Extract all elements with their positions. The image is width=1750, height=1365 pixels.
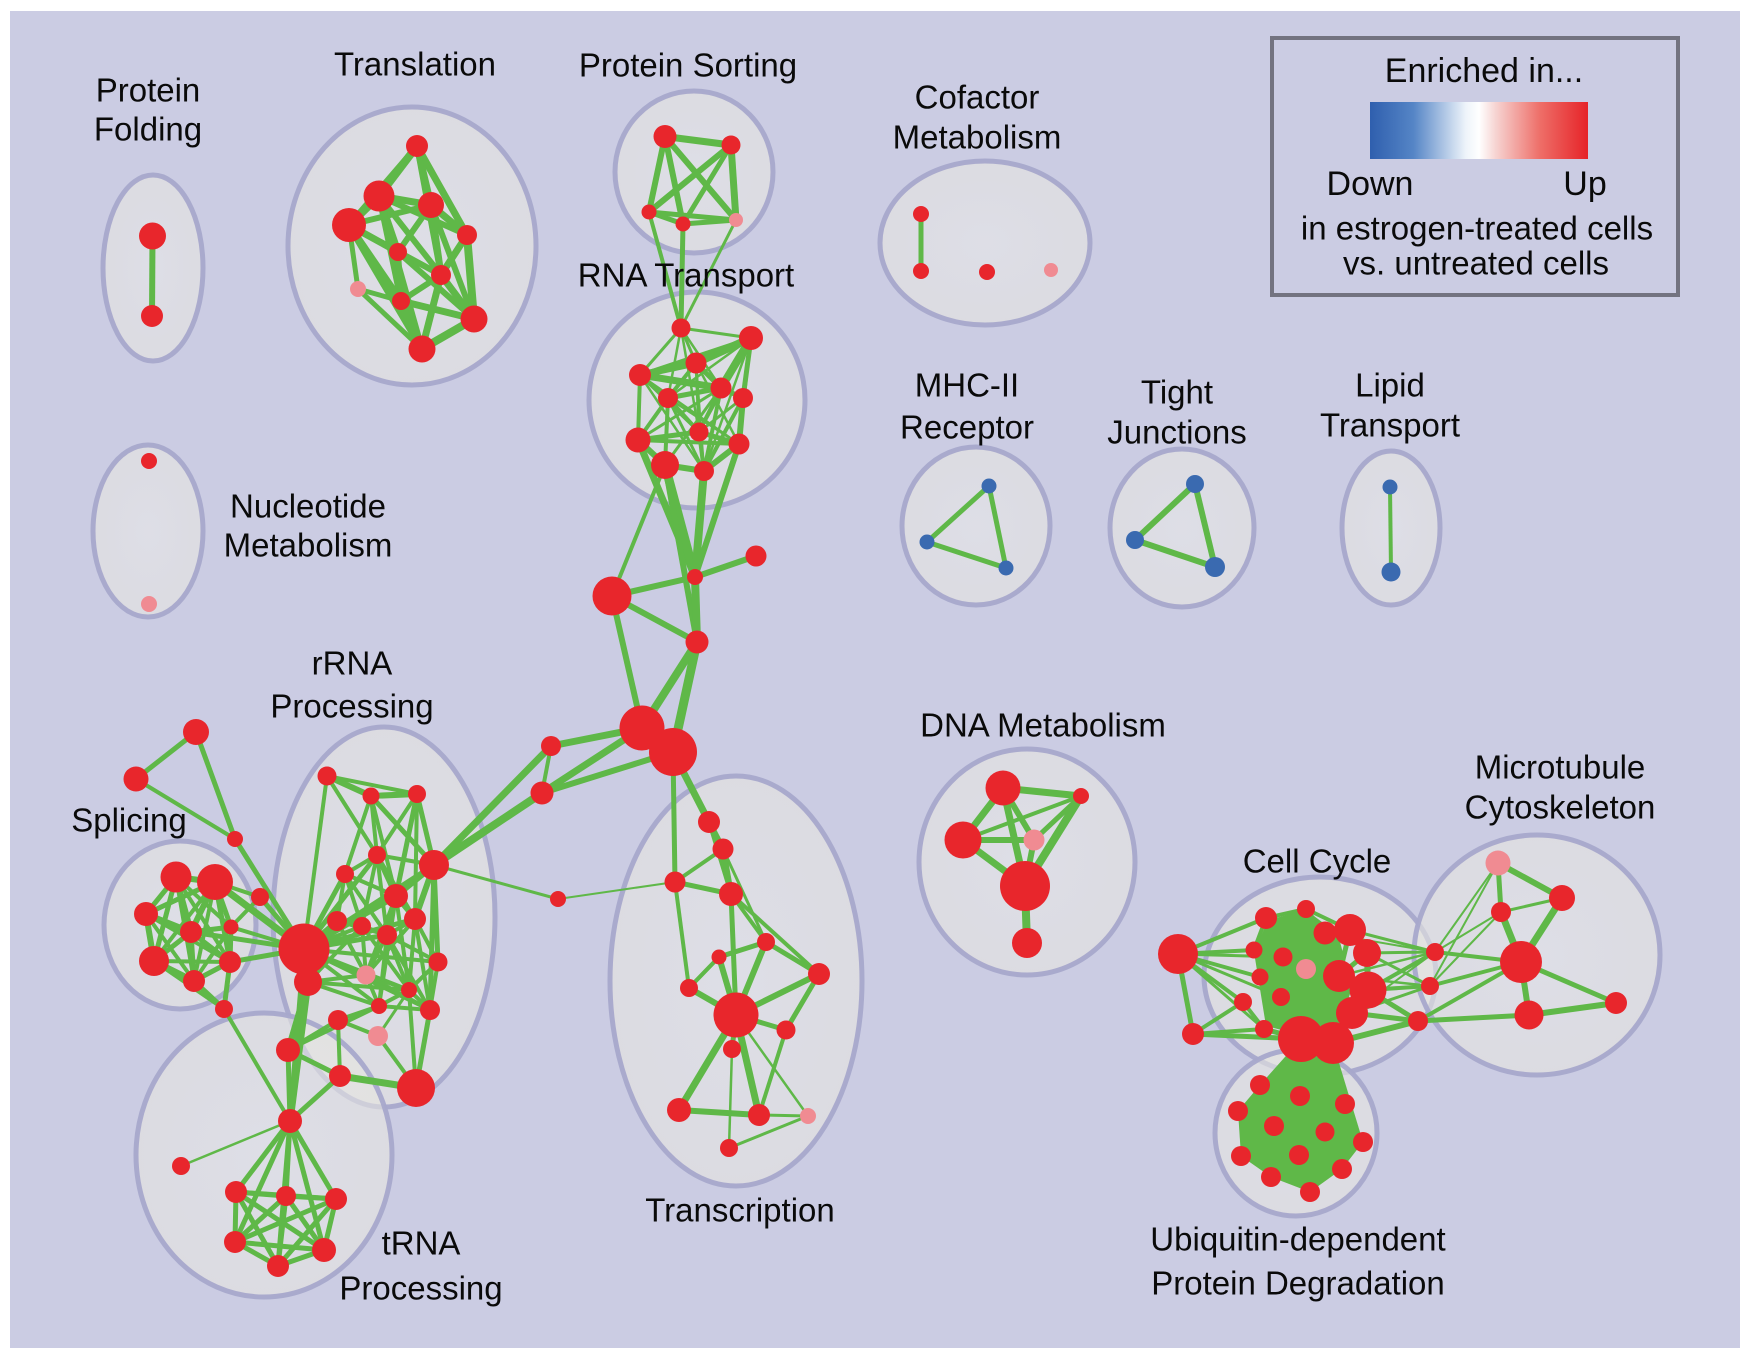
svg-text:Microtubule: Microtubule — [1475, 749, 1646, 786]
svg-text:Receptor: Receptor — [900, 409, 1034, 446]
svg-text:tRNA: tRNA — [382, 1225, 461, 1262]
svg-text:Enriched in...: Enriched in... — [1385, 52, 1583, 90]
svg-text:Processing: Processing — [339, 1270, 502, 1307]
svg-text:DNA Metabolism: DNA Metabolism — [920, 707, 1166, 744]
svg-text:Splicing: Splicing — [71, 802, 187, 839]
svg-text:vs. untreated cells: vs. untreated cells — [1343, 245, 1609, 282]
svg-text:Cofactor: Cofactor — [915, 79, 1040, 116]
svg-text:Metabolism: Metabolism — [893, 119, 1062, 156]
svg-text:Down: Down — [1327, 165, 1414, 203]
svg-text:Metabolism: Metabolism — [224, 527, 393, 564]
svg-text:Protein Degradation: Protein Degradation — [1151, 1265, 1445, 1302]
svg-text:Junctions: Junctions — [1107, 414, 1246, 451]
svg-text:MHC-II: MHC-II — [915, 367, 1019, 404]
svg-text:Translation: Translation — [334, 46, 496, 83]
svg-text:Ubiquitin-dependent: Ubiquitin-dependent — [1150, 1221, 1445, 1258]
svg-text:Transport: Transport — [1320, 407, 1460, 444]
svg-text:Protein Sorting: Protein Sorting — [579, 47, 797, 84]
svg-text:Transcription: Transcription — [645, 1192, 835, 1229]
svg-text:Lipid: Lipid — [1355, 367, 1425, 404]
svg-text:rRNA: rRNA — [312, 645, 393, 682]
svg-text:Protein: Protein — [96, 72, 201, 109]
svg-text:Cell Cycle: Cell Cycle — [1243, 843, 1392, 880]
svg-text:Cytoskeleton: Cytoskeleton — [1465, 789, 1656, 826]
svg-text:Processing: Processing — [270, 688, 433, 725]
svg-text:RNA Transport: RNA Transport — [578, 257, 794, 294]
svg-text:Folding: Folding — [94, 111, 202, 148]
svg-text:in estrogen-treated cells: in estrogen-treated cells — [1301, 210, 1653, 247]
svg-text:Nucleotide: Nucleotide — [230, 488, 386, 525]
svg-text:Up: Up — [1563, 165, 1606, 203]
svg-text:Tight: Tight — [1141, 374, 1213, 411]
